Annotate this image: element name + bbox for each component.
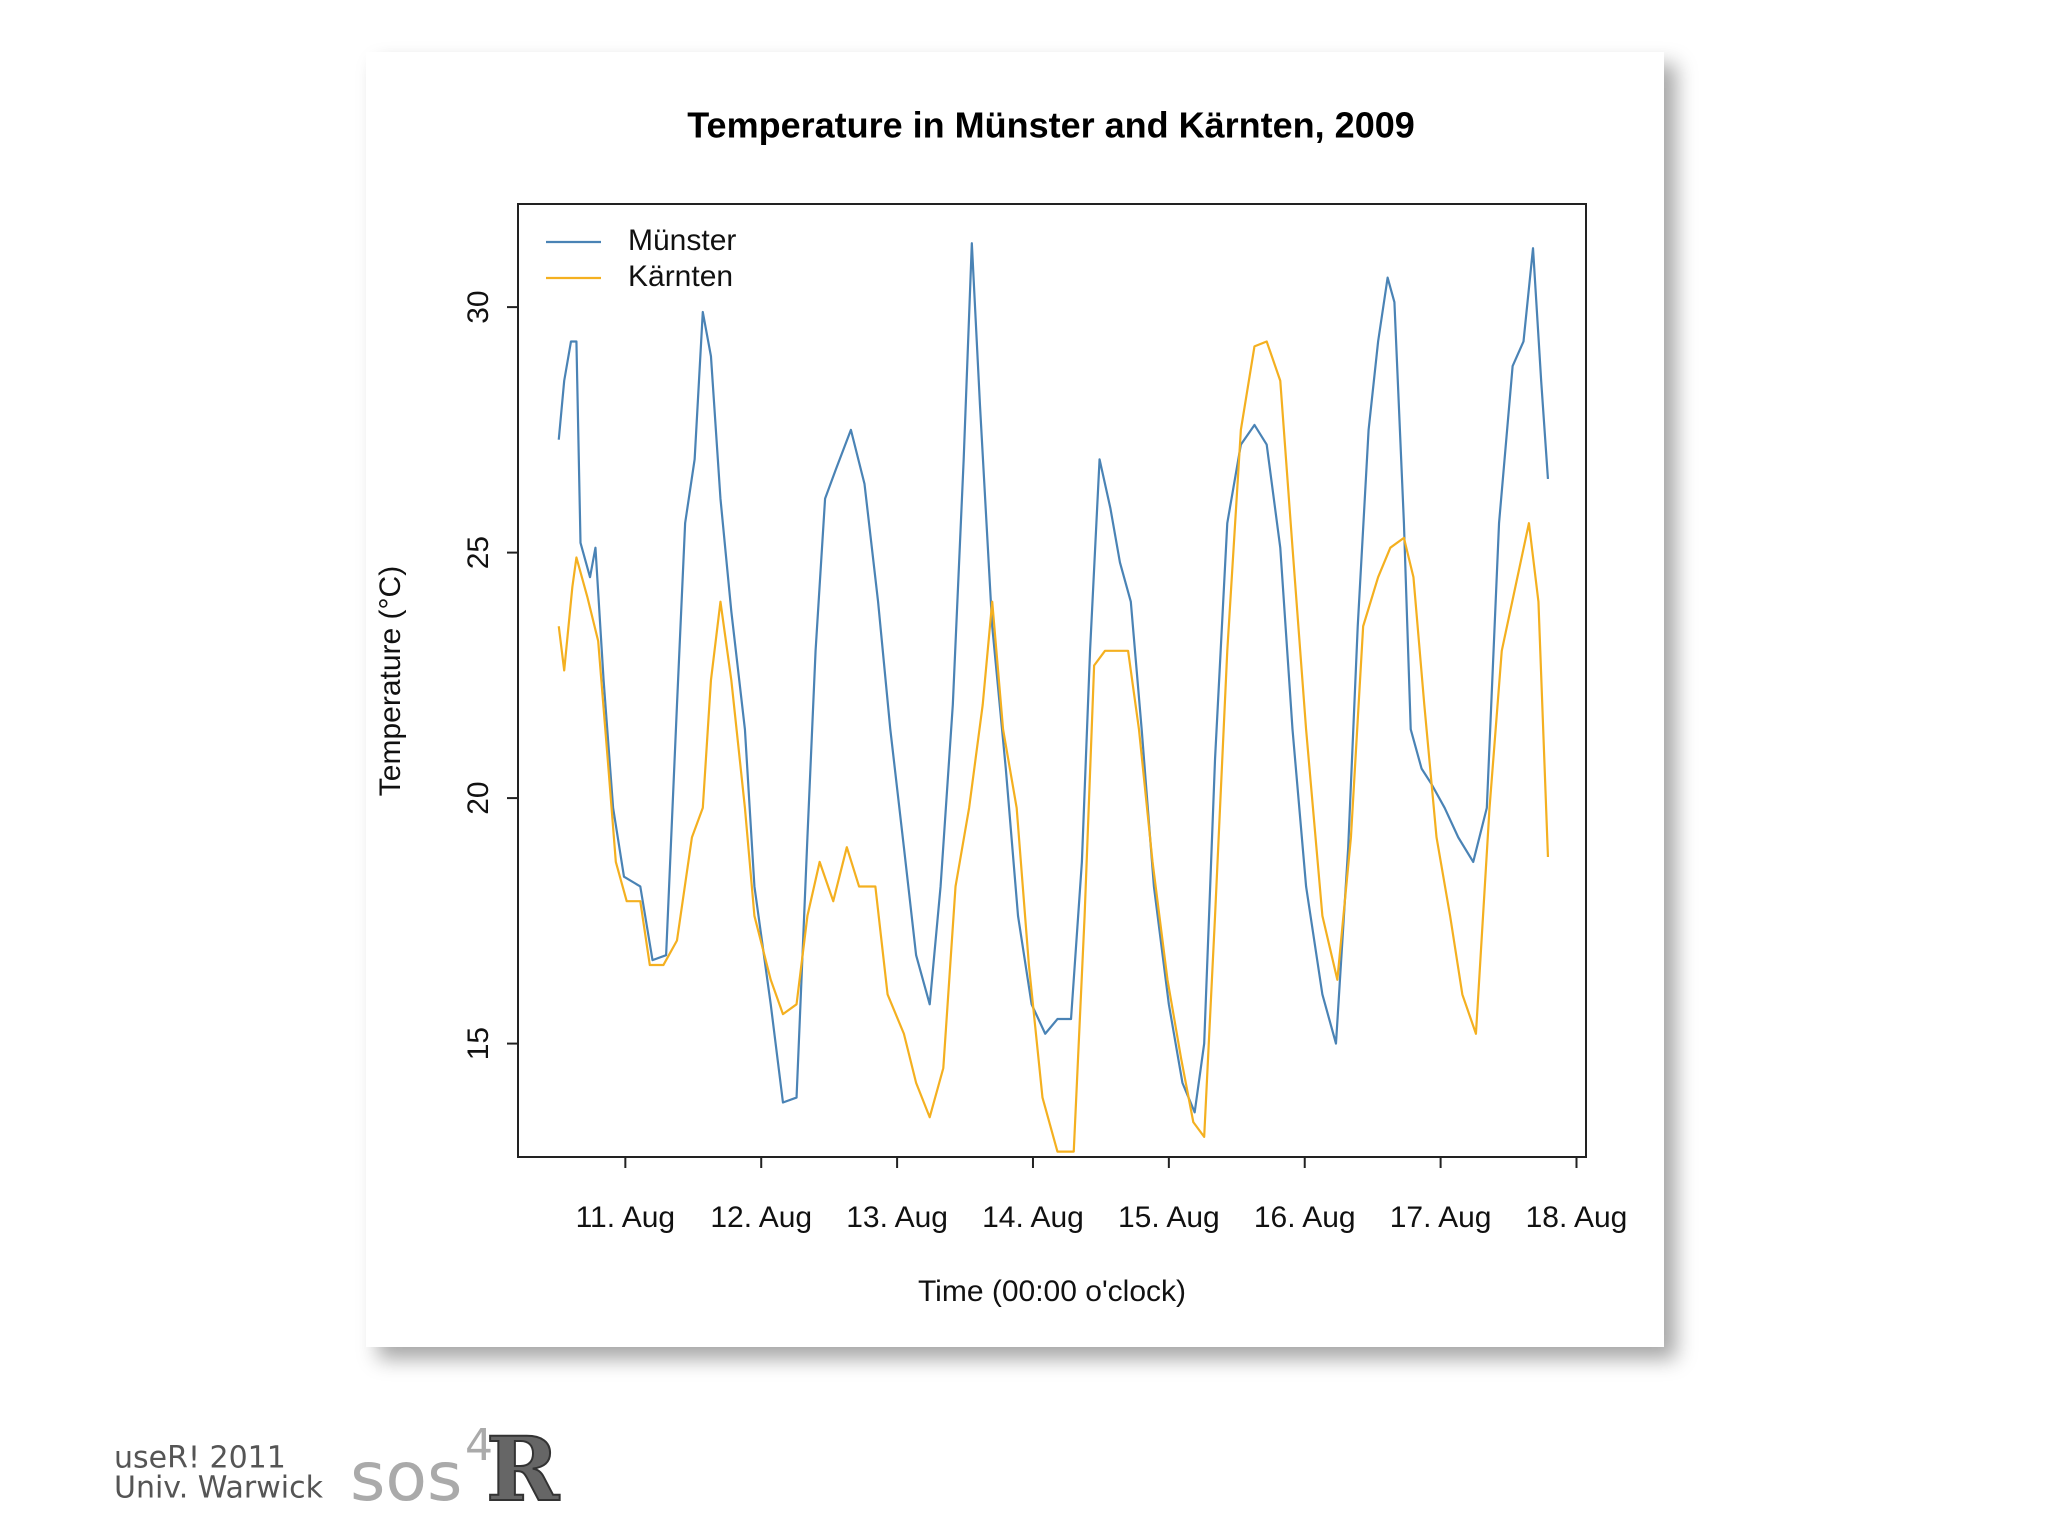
chart-title: Temperature in Münster and Kärnten, 2009 — [687, 105, 1415, 146]
plot-frame — [517, 203, 1587, 1158]
x-tick-label: 15. Aug — [1118, 1201, 1220, 1234]
x-tick-label: 16. Aug — [1254, 1201, 1356, 1234]
footer-venue: Univ. Warwick — [114, 1471, 324, 1506]
logo-word: sos — [350, 1438, 462, 1517]
x-tick-label: 14. Aug — [982, 1201, 1084, 1234]
x-tick-label: 11. Aug — [576, 1201, 676, 1234]
chart-card — [366, 52, 1664, 1347]
footer-event: useR! 2011 — [114, 1441, 286, 1476]
series-line — [557, 242, 1550, 1114]
x-tick-label: 18. Aug — [1526, 1201, 1628, 1234]
y-tick-label: 30 — [462, 290, 495, 323]
legend-label: Kärnten — [628, 260, 733, 293]
x-axis-label: Time (00:00 o'clock) — [918, 1275, 1186, 1308]
legend-label: Münster — [628, 224, 736, 257]
x-tick-label: 17. Aug — [1390, 1201, 1492, 1234]
logo-superscript: 4 — [465, 1420, 493, 1471]
y-axis-label: Temperature (°C) — [374, 566, 407, 796]
y-tick-label: 20 — [462, 781, 495, 814]
y-tick-label: 15 — [462, 1027, 495, 1060]
series-line — [557, 340, 1550, 1153]
y-tick-label: 25 — [462, 536, 495, 569]
logo-letter: R — [486, 1417, 560, 1521]
x-tick-label: 13. Aug — [846, 1201, 948, 1234]
x-tick-label: 12. Aug — [710, 1201, 812, 1234]
plot-layer: 15 20 25 30 11. Aug 12. Aug 13. Aug 14. Aug 15. … — [462, 224, 1627, 1234]
